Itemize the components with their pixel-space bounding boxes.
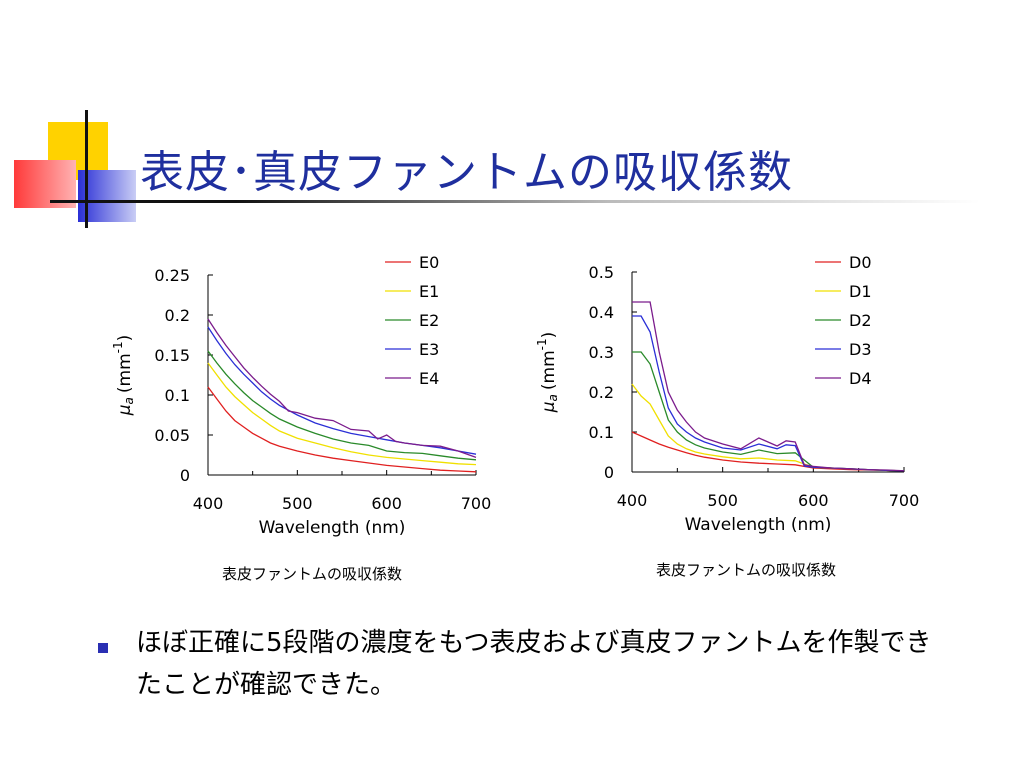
epidermis-y-axis-title: μa (mm-1) (111, 335, 136, 417)
dermis-x-axis-title: Wavelength (nm) (685, 515, 832, 535)
bullet-marker (98, 643, 108, 653)
epidermis-y-tick-label: 0 (180, 466, 190, 485)
epidermis-x-tick-label: 500 (282, 494, 313, 513)
epidermis-y-subscript: a (122, 397, 136, 404)
dermis-x-tick-label: 400 (617, 491, 648, 510)
dermis-x-tick-label: 600 (798, 491, 829, 510)
epidermis-y-close: ) (115, 335, 135, 342)
epidermis-series-line-E2 (207, 350, 477, 461)
dermis-y-unit: (mm (539, 350, 559, 390)
dermis-series-line-D4 (632, 301, 905, 472)
chart-dermis-svg: 0 0.1 0.2 0.3 0.4 0.5 400 500 600 700 Wavelength (… (535, 253, 920, 535)
epidermis-y-tick-label: 0.1 (165, 386, 190, 405)
epidermis-legend-label-E1: E1 (419, 282, 439, 301)
dermis-y-symbol: μ (539, 401, 559, 413)
epidermis-series-line-E0 (207, 386, 477, 473)
epidermis-y-superscript: -1 (111, 341, 125, 353)
deco-vertical-line (85, 110, 88, 228)
chart-epidermis: 0 0.05 0.1 0.15 0.2 0.25 400 500 600 700 Wavelengt… (100, 240, 500, 554)
dermis-legend-label-D1: D1 (849, 282, 872, 301)
dermis-x-tick-label: 500 (707, 491, 738, 510)
dermis-legend-label-D3: D3 (849, 340, 872, 359)
dermis-y-close: ) (539, 332, 559, 339)
dermis-x-tick-label: 700 (889, 491, 920, 510)
dermis-y-superscript: -1 (535, 338, 549, 350)
dermis-y-axis-title: μa (mm-1) (535, 332, 560, 414)
epidermis-y-tick-label: 0.15 (154, 346, 190, 365)
dermis-legend-label-D0: D0 (849, 253, 872, 272)
epidermis-y-tick-label: 0.2 (165, 306, 190, 325)
epidermis-x-axis-title: Wavelength (nm) (259, 518, 406, 538)
page-title: 表皮･真皮ファントムの吸収係数 (140, 147, 793, 198)
epidermis-x-tick-label: 600 (371, 494, 402, 513)
dermis-y-tick-label: 0.2 (589, 383, 614, 402)
dermis-y-tick-label: 0.4 (589, 303, 614, 322)
dermis-y-subscript: a (546, 394, 560, 401)
dermis-legend-label-D2: D2 (849, 311, 872, 330)
epidermis-x-tick-label: 700 (461, 494, 492, 513)
dermis-y-tick-label: 0.5 (589, 263, 614, 282)
epidermis-y-unit: (mm (115, 353, 135, 393)
bullet-text: ほぼ正確に5段階の濃度をもつ表皮および真皮ファントムを作製できたことが確認できた… (136, 628, 932, 700)
epidermis-legend-label-E4: E4 (419, 369, 439, 388)
epidermis-y-symbol: μ (115, 404, 135, 416)
dermis-legend-label-D4: D4 (849, 369, 872, 388)
dermis-series-line-D0 (631, 431, 905, 472)
epidermis-legend-label-E3: E3 (419, 340, 439, 359)
epidermis-legend-label-E0: E0 (419, 253, 439, 272)
chart-epidermis-svg: 0 0.05 0.1 0.15 0.2 0.25 400 500 600 700 Wavelengt… (111, 253, 492, 538)
epidermis-series-line-E1 (207, 362, 477, 466)
dermis-y-tick-label: 0 (604, 463, 614, 482)
epidermis-x-tick-label: 400 (193, 494, 224, 513)
epidermis-y-tick-label: 0.05 (154, 426, 190, 445)
epidermis-y-tick-label: 0.25 (154, 266, 190, 285)
epidermis-series-line-E4 (207, 318, 477, 459)
chart-epidermis-caption: 表皮ファントムの吸収係数 (222, 565, 403, 583)
dermis-y-axis-title-text: μa (mm-1) (535, 332, 560, 414)
deco-horizontal-line (50, 200, 980, 203)
dermis-y-tick-label: 0.3 (589, 343, 614, 362)
epidermis-y-axis-title-text: μa (mm-1) (111, 335, 136, 417)
dermis-series-line-D1 (631, 383, 905, 472)
chart-dermis-caption: 表皮ファントムの吸収係数 (656, 561, 837, 579)
dermis-y-tick-label: 0.1 (589, 423, 614, 442)
chart-dermis: 0 0.1 0.2 0.3 0.4 0.5 400 500 600 700 Wavelength (… (525, 240, 935, 554)
epidermis-legend-label-E2: E2 (419, 311, 439, 330)
